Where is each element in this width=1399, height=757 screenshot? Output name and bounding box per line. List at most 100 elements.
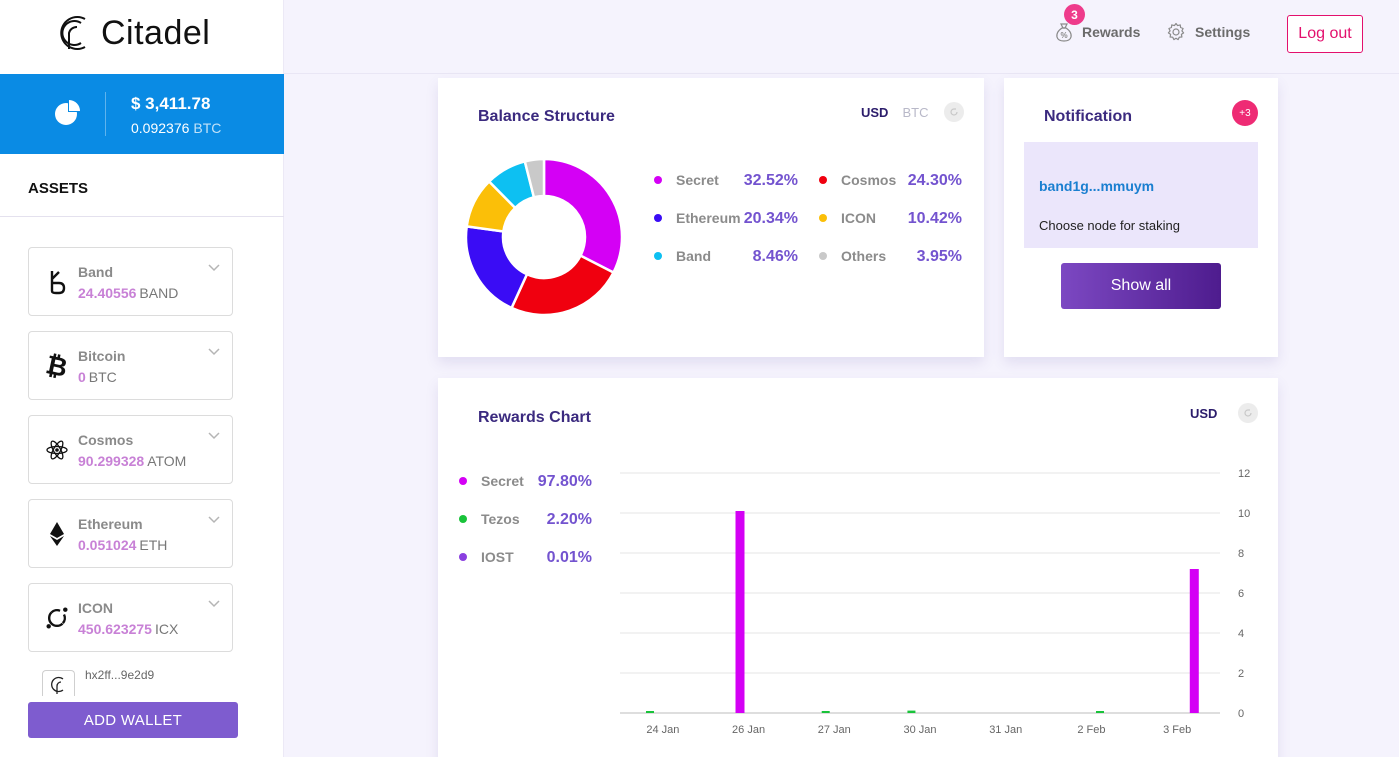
y-tick-label: 2 bbox=[1238, 668, 1244, 680]
balance-structure-title: Balance Structure bbox=[478, 108, 615, 125]
rewards-chart-title: Rewards Chart bbox=[478, 409, 591, 426]
legend-item-icon: ICON bbox=[819, 210, 876, 226]
asset-card-band[interactable]: Band 24.40556 BAND bbox=[28, 247, 233, 316]
currency-usd[interactable]: USD bbox=[861, 105, 889, 120]
cosmos-icon bbox=[45, 436, 69, 464]
legend-name: Secret bbox=[481, 473, 524, 489]
legend-dot bbox=[459, 515, 467, 523]
donut-slice-ethereum[interactable] bbox=[464, 225, 529, 310]
add-wallet-button[interactable]: ADD WALLET bbox=[28, 702, 238, 738]
bar-tezos[interactable] bbox=[646, 711, 654, 713]
notification-address[interactable]: band1g...mmuym bbox=[1039, 178, 1155, 194]
legend-name: Others bbox=[841, 248, 887, 264]
asset-amount-value: 0 bbox=[78, 369, 86, 385]
top-bar bbox=[284, 0, 1399, 74]
chevron-down-icon[interactable] bbox=[208, 600, 220, 608]
icon-icon bbox=[45, 604, 69, 632]
logout-button[interactable]: Log out bbox=[1287, 15, 1363, 53]
donut-slice-secret[interactable] bbox=[542, 157, 624, 275]
asset-amount-value: 450.623275 bbox=[78, 621, 152, 637]
legend-dot bbox=[654, 252, 662, 260]
asset-amount-unit: BAND bbox=[139, 285, 179, 301]
x-tick-label: 2 Feb bbox=[1077, 724, 1105, 736]
x-tick-label: 27 Jan bbox=[818, 724, 851, 736]
legend-name: Secret bbox=[676, 172, 719, 188]
legend-pct-band: 8.46% bbox=[752, 248, 798, 265]
bar-tezos[interactable] bbox=[1096, 711, 1104, 713]
asset-name: Cosmos bbox=[78, 432, 134, 448]
rewards-legend-pct-secret: 97.80% bbox=[537, 473, 592, 490]
citadel-logo-icon bbox=[60, 16, 86, 50]
chevron-down-icon[interactable] bbox=[208, 348, 220, 356]
legend-pct-icon: 10.42% bbox=[907, 210, 962, 227]
rewards-currency: USD bbox=[1190, 406, 1217, 421]
assets-divider bbox=[0, 216, 284, 217]
bar-secret[interactable] bbox=[1189, 569, 1199, 713]
balance-structure-card: Balance Structure USD BTC Secret 32.52% C… bbox=[438, 78, 984, 357]
asset-name: Bitcoin bbox=[78, 348, 126, 364]
bar-tezos[interactable] bbox=[907, 710, 916, 713]
rewards-link[interactable]: % Rewards bbox=[1055, 22, 1140, 42]
legend-item-others: Others bbox=[819, 248, 886, 264]
asset-card-ethereum[interactable]: Ethereum 0.051024 ETH bbox=[28, 499, 233, 568]
refresh-icon bbox=[950, 108, 958, 116]
asset-amount-value: 0.051024 bbox=[78, 537, 137, 553]
legend-name: ICON bbox=[841, 210, 876, 226]
currency-btc[interactable]: BTC bbox=[902, 105, 929, 120]
asset-card-cosmos[interactable]: Cosmos 90.299328 ATOM bbox=[28, 415, 233, 484]
chevron-down-icon[interactable] bbox=[208, 432, 220, 440]
settings-link[interactable]: Settings bbox=[1166, 22, 1250, 42]
notification-item[interactable]: band1g...mmuym Choose node for staking bbox=[1024, 142, 1258, 248]
asset-amount-value: 24.40556 bbox=[78, 285, 137, 301]
x-tick-label: 24 Jan bbox=[646, 724, 679, 736]
balance-donut-chart bbox=[464, 157, 624, 317]
pie-chart-icon bbox=[55, 100, 80, 125]
donut-slice-others[interactable] bbox=[523, 157, 546, 199]
rewards-label: Rewards bbox=[1082, 24, 1141, 40]
notification-count-badge: +3 bbox=[1232, 100, 1258, 126]
y-tick-label: 8 bbox=[1238, 548, 1244, 560]
rewards-refresh-button[interactable] bbox=[1238, 403, 1258, 423]
rewards-count-badge: 3 bbox=[1064, 4, 1085, 25]
asset-card-icon[interactable]: ICON 450.623275 ICX bbox=[28, 583, 233, 652]
settings-label: Settings bbox=[1195, 24, 1251, 40]
balance-btc-value: 0.092376 bbox=[131, 120, 190, 136]
total-balance: $ 3,411.78 0.092376 BTC bbox=[0, 74, 284, 154]
bar-tezos[interactable] bbox=[821, 711, 830, 713]
legend-dot bbox=[654, 176, 662, 184]
rewards-legend-secret: Secret bbox=[459, 473, 524, 489]
y-tick-label: 4 bbox=[1238, 628, 1244, 640]
asset-amount-value: 90.299328 bbox=[78, 453, 145, 469]
chevron-down-icon[interactable] bbox=[208, 516, 220, 524]
x-tick-label: 30 Jan bbox=[903, 724, 936, 736]
show-all-button[interactable]: Show all bbox=[1061, 263, 1221, 309]
citadel-logo-icon bbox=[50, 676, 63, 694]
sidebar: Citadel $ 3,411.78 0.092376 BTC ASSETS Ba… bbox=[0, 0, 284, 757]
asset-amount-unit: ICX bbox=[154, 621, 179, 637]
wallet-avatar bbox=[42, 670, 75, 696]
chevron-down-icon[interactable] bbox=[208, 264, 220, 272]
legend-dot bbox=[459, 477, 467, 485]
legend-name: IOST bbox=[481, 549, 514, 565]
asset-amount-unit: ETH bbox=[139, 537, 168, 553]
currency-usd[interactable]: USD bbox=[1190, 406, 1218, 421]
wallet-item[interactable]: hx2ff...9e2d9 bbox=[42, 666, 242, 696]
legend-name: Ethereum bbox=[676, 210, 741, 226]
bitcoin-icon: ₿ bbox=[43, 348, 71, 383]
balance-btc-unit: BTC bbox=[193, 120, 222, 136]
notification-message: Choose node for staking bbox=[1039, 218, 1180, 233]
rewards-chart-card: Rewards Chart USD Secret 97.80% Tezos 2.… bbox=[438, 378, 1278, 757]
legend-name: Band bbox=[676, 248, 711, 264]
gear-icon bbox=[1167, 22, 1185, 41]
rewards-bag-icon: % bbox=[1056, 23, 1072, 42]
notification-title: Notification bbox=[1044, 108, 1132, 125]
app-name: Citadel bbox=[101, 13, 211, 52]
legend-name: Tezos bbox=[481, 511, 520, 527]
donut-slice-cosmos[interactable] bbox=[509, 253, 616, 317]
bar-secret[interactable] bbox=[735, 511, 745, 713]
asset-card-bitcoin[interactable]: ₿ Bitcoin 0 BTC bbox=[28, 331, 233, 400]
logo[interactable]: Citadel bbox=[55, 10, 210, 56]
asset-amount: 24.40556 BAND bbox=[78, 285, 178, 301]
x-tick-label: 26 Jan bbox=[732, 724, 765, 736]
refresh-button[interactable] bbox=[944, 102, 964, 122]
